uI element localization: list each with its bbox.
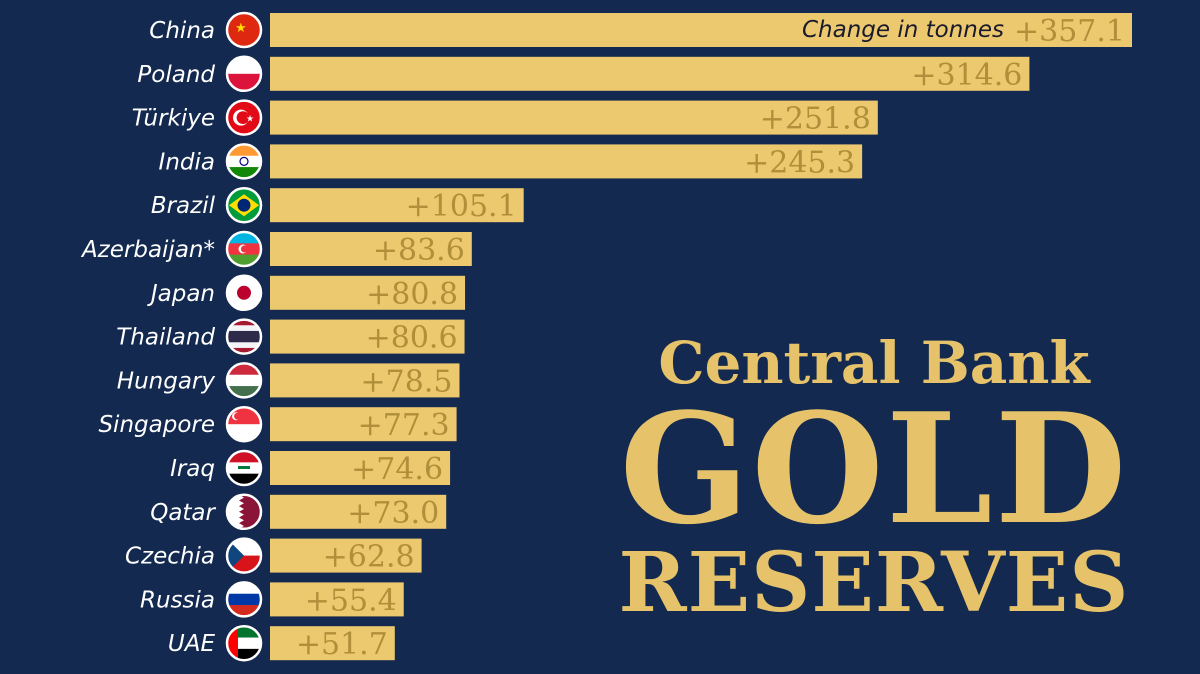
bar [270,538,422,573]
bar-row: UAE +51.7 [168,624,395,662]
country-label: Czechia [125,544,215,570]
hungary-flag-icon [225,362,263,399]
bar [270,582,404,617]
russia-flag-icon [225,581,263,618]
china-flag-icon: ★ [225,11,263,49]
country-label: Hungary [117,368,216,394]
value-label: +80.6 [366,321,458,356]
qatar-flag-icon [225,493,263,531]
turkiye-flag-icon: ★ [225,99,263,136]
bar [270,56,1030,91]
bar-row: India +245.3 [159,143,863,180]
title-block: Central Bank GOLD RESERVES [548,328,1200,626]
country-label: Poland [137,62,215,88]
value-label: +245.3 [744,145,855,180]
value-label: +62.8 [323,540,415,575]
value-label: +78.5 [361,364,453,399]
bar-row: Hungary +78.5 [117,362,460,399]
country-label: Türkiye [132,106,215,132]
bar [270,144,863,179]
bar [270,494,447,529]
thailand-flag-icon [225,318,263,355]
value-label: +55.4 [305,583,397,618]
country-label: Iraq [170,456,215,482]
unit-note: Change in tonnes [802,17,1004,43]
country-label: India [159,149,215,175]
bar [270,319,465,354]
singapore-flag-icon [225,405,263,443]
value-label: +314.6 [911,58,1022,93]
title-line-gold: GOLD [619,379,1129,558]
country-label: Russia [140,587,215,613]
country-label: China [149,18,215,44]
bar-row: Russia +55.4 [140,581,404,618]
country-label: UAE [168,631,216,657]
country-label: Thailand [116,325,215,351]
svg-text:★: ★ [235,21,247,36]
bar-row: Iraq +74.6 [170,449,451,487]
value-label: +80.8 [366,277,458,312]
country-label: Azerbaijan* [80,237,215,263]
bar-row: Qatar +73.0 [150,493,447,531]
czechia-flag-icon [225,537,263,574]
value-label: +74.6 [351,452,443,487]
iraq-flag-icon [225,449,263,487]
brazil-flag-icon [225,186,263,224]
poland-flag-icon [225,55,263,93]
country-label: Japan [147,281,215,307]
country-label: Qatar [150,500,216,526]
value-label: +51.7 [296,627,388,662]
title-line-reserves: RESERVES [618,535,1130,631]
india-flag-icon [225,143,263,180]
uae-flag-icon [225,624,263,662]
bar-row: Singapore +77.3 [98,405,457,443]
bar-row: Czechia +62.8 [125,537,422,575]
bar-row: Poland +314.6 [137,55,1030,93]
bar [270,275,466,310]
azerbaijan-flag-icon [225,230,263,268]
bar [270,407,457,442]
bar-row: China ★ +357.1 Change in tonnes [149,11,1132,49]
value-label: +105.1 [406,189,517,224]
country-label: Brazil [151,193,216,219]
value-label: +251.8 [760,102,871,137]
bar [270,232,472,266]
bar-row: Türkiye ★ +251.8 [132,99,878,137]
bar [270,451,451,485]
bar [270,363,460,398]
japan-flag-icon [225,274,263,312]
country-label: Singapore [98,412,215,438]
bar [270,188,524,223]
value-label: +83.6 [373,233,465,268]
value-label: +77.3 [358,408,450,443]
title-line-central-bank: Central Bank [658,329,1090,397]
value-label: +357.1 [1014,14,1125,49]
bar-row: Thailand +80.6 [116,318,465,356]
bar-row: Azerbaijan* +83.6 [80,230,472,268]
bar [270,100,878,135]
value-label: +73.0 [347,496,439,531]
svg-text:★: ★ [246,115,254,125]
bar [270,626,395,661]
bar [270,13,1132,47]
bar-row: Brazil +105.1 [151,186,524,224]
bar-row: Japan +80.8 [147,274,466,312]
